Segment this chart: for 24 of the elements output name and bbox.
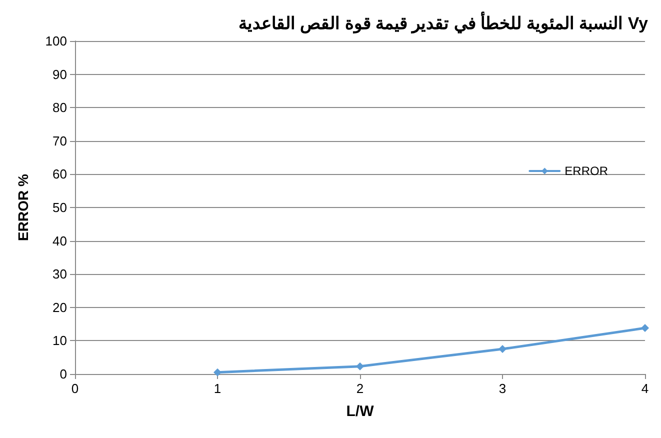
y-tick-label: 40	[52, 233, 67, 248]
y-tick-label: 30	[52, 266, 67, 282]
x-tick-label: 4	[641, 381, 649, 396]
y-tick-label: 20	[52, 300, 67, 315]
point	[641, 324, 649, 332]
y-tick-label: 80	[52, 100, 67, 116]
point	[214, 368, 222, 376]
legend-label: ERROR	[564, 164, 608, 178]
chart-title: النسبة المئوية للخطأ في تقدير قيمة قوة القص القاعدية Vy	[238, 10, 649, 34]
y-tick-label: 10	[52, 333, 67, 348]
x-tick-label: 1	[214, 381, 222, 396]
y-tick-label: 50	[52, 200, 67, 215]
point	[498, 345, 506, 354]
x-axis-title: L/W	[346, 403, 375, 420]
x-tick-label: 3	[498, 381, 506, 396]
y-tick-label: 0	[60, 366, 67, 382]
x-tick-label: 0	[71, 381, 79, 396]
y-tick-label: 60	[52, 166, 67, 182]
y-axis-title: ERROR %	[15, 174, 31, 241]
y-tick-label: 90	[52, 66, 67, 82]
y-tick-label: 70	[52, 133, 67, 148]
y-tick-label: 100	[45, 34, 67, 48]
x-tick-label: 2	[356, 381, 364, 396]
point	[356, 362, 364, 370]
